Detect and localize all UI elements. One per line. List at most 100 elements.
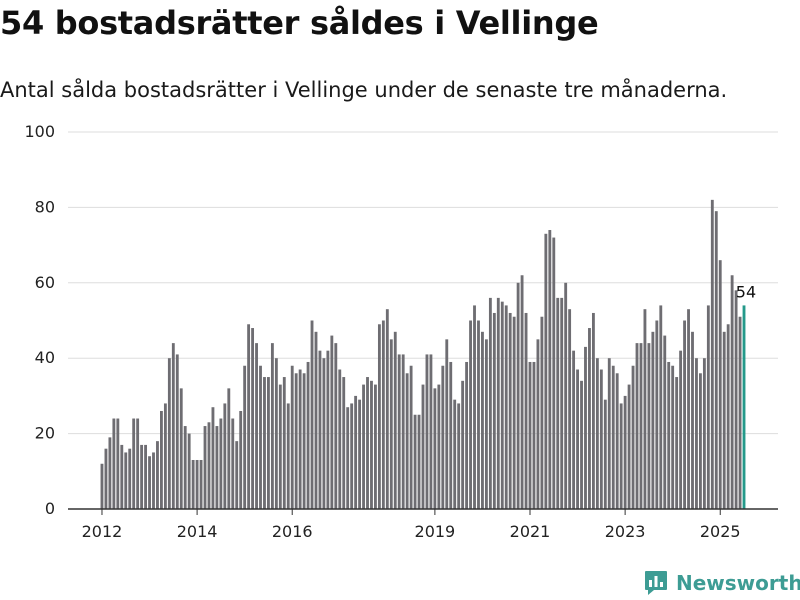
- bar: [346, 407, 350, 509]
- bar: [286, 403, 290, 509]
- bar: [492, 312, 496, 509]
- bar: [627, 384, 631, 509]
- bar: [152, 452, 155, 509]
- bar: [290, 365, 294, 509]
- bar: [663, 335, 667, 509]
- bar: [409, 365, 413, 509]
- bar: [132, 418, 136, 509]
- x-tick-label: 2012: [82, 522, 123, 541]
- data-labels: 54: [736, 282, 756, 301]
- bar: [239, 410, 243, 509]
- x-tick-label: 2023: [605, 522, 646, 541]
- bar: [607, 358, 611, 509]
- bar: [128, 448, 132, 509]
- bar: [140, 444, 144, 509]
- bar: [481, 331, 484, 509]
- bar: [710, 199, 714, 510]
- bar: [488, 297, 492, 509]
- bar: [175, 354, 179, 509]
- bar: [124, 452, 128, 509]
- newsworthy-logo-icon: [645, 571, 667, 595]
- bar: [496, 297, 500, 509]
- bar: [104, 448, 108, 509]
- bar: [377, 324, 381, 509]
- bar: [603, 399, 607, 509]
- bar: [639, 343, 643, 509]
- bar: [144, 444, 147, 509]
- bar: [385, 309, 389, 509]
- bar: [441, 365, 445, 509]
- bar: [484, 339, 488, 509]
- bar: [500, 301, 504, 509]
- bar: [683, 320, 686, 509]
- brand-name: Newsworthy: [676, 571, 800, 595]
- newsworthy-logo[interactable]: Newsworthy: [644, 570, 800, 596]
- bar: [116, 418, 120, 509]
- bar: [247, 324, 251, 509]
- bar: [552, 237, 556, 509]
- bar: [231, 418, 235, 509]
- bar: [445, 339, 449, 509]
- bar: [599, 369, 603, 509]
- bar: [370, 380, 373, 509]
- bar: [560, 297, 564, 509]
- bar: [381, 320, 385, 509]
- bar: [516, 282, 520, 509]
- bar: [433, 388, 437, 509]
- bar: [659, 305, 663, 509]
- bar: [588, 328, 591, 509]
- bar: [691, 331, 694, 509]
- bar: [306, 361, 310, 509]
- bar: [524, 312, 528, 509]
- bar: [568, 309, 572, 509]
- bar: [615, 373, 619, 509]
- bar: [702, 358, 706, 509]
- bar: [643, 309, 647, 509]
- bar: [278, 384, 282, 509]
- y-axis-tick-labels: 0 20 40 60 80 100: [24, 122, 55, 518]
- bar: [548, 230, 552, 509]
- bar: [687, 309, 690, 509]
- bar: [397, 354, 401, 509]
- bar: [235, 441, 239, 509]
- bar: [195, 459, 199, 509]
- y-tick-label: 80: [35, 197, 55, 216]
- bar: [401, 354, 405, 509]
- y-tick-label: 100: [24, 122, 55, 141]
- bar: [619, 403, 623, 509]
- bar: [611, 365, 615, 509]
- bar: [100, 463, 104, 509]
- bar: [564, 282, 568, 509]
- bar: [453, 399, 457, 509]
- bar: [136, 418, 140, 509]
- bar: [520, 275, 524, 509]
- bar: [584, 346, 587, 509]
- bar: [580, 380, 583, 509]
- bar: [243, 365, 247, 509]
- bar: [207, 422, 211, 509]
- page-subtitle: Antal sålda bostadsrätter i Vellinge und…: [0, 78, 728, 102]
- bar: [730, 275, 734, 509]
- bar: [227, 388, 231, 509]
- bar: [187, 433, 191, 509]
- x-tick-label: 2021: [510, 522, 551, 541]
- bar: [338, 369, 342, 509]
- bar: [591, 312, 595, 509]
- bar: [120, 444, 124, 509]
- bar: [675, 377, 679, 509]
- bar: [718, 260, 722, 509]
- bar: [389, 339, 393, 509]
- bar: [623, 395, 627, 509]
- bar: [167, 358, 171, 509]
- bar: [282, 377, 286, 509]
- bar: [437, 384, 441, 509]
- x-tick-label: 2016: [272, 522, 313, 541]
- data-label: 54: [736, 282, 756, 301]
- bar: [219, 418, 223, 509]
- bar: [461, 380, 465, 509]
- y-tick-label: 0: [45, 499, 55, 518]
- bar: [536, 339, 540, 509]
- bar: [294, 373, 298, 509]
- bar: [734, 290, 738, 509]
- bar: [326, 350, 330, 509]
